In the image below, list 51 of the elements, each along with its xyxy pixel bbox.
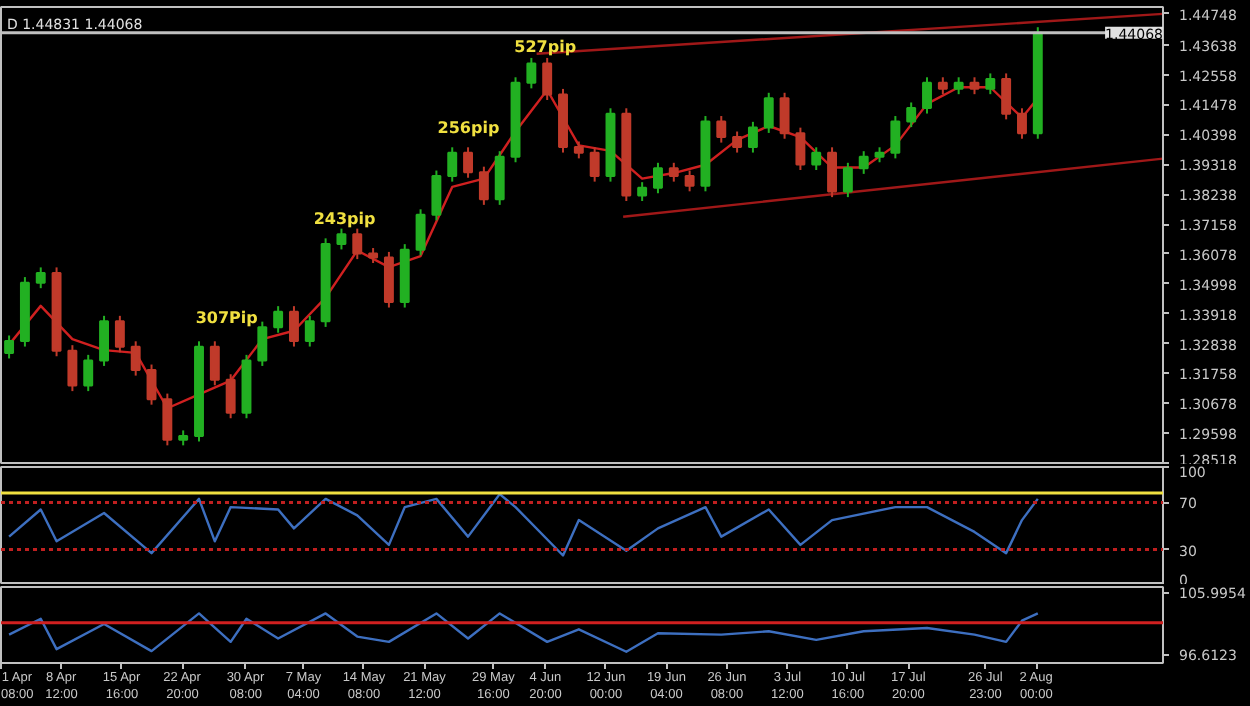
candlestick [431, 169, 442, 222]
candlestick [858, 150, 869, 175]
candlestick [383, 250, 394, 309]
candlestick [273, 305, 284, 334]
candlestick [668, 161, 679, 183]
candlestick [289, 305, 299, 348]
candlestick [589, 146, 600, 183]
candlestick [225, 373, 236, 420]
annotation: 243pip [313, 209, 377, 228]
candlestick [67, 344, 78, 393]
candlestick [811, 146, 822, 171]
candlestick [795, 126, 806, 171]
candlestick [1017, 107, 1027, 140]
candlestick [83, 353, 94, 393]
annotation: 256pip [437, 119, 500, 138]
candlestick [463, 146, 474, 179]
candlestick [985, 72, 996, 96]
candlestick [130, 340, 141, 377]
candlestick [4, 334, 15, 360]
candlestick [336, 227, 347, 251]
candlestick [890, 115, 901, 160]
candlestick [1001, 72, 1012, 121]
candlestick [779, 91, 790, 140]
candlestick [478, 165, 489, 206]
annotation: 307Pip [195, 309, 259, 328]
candlestick [99, 314, 109, 367]
candlestick [35, 266, 46, 290]
candlestick [732, 130, 743, 154]
candlestick [827, 146, 838, 199]
candlestick [906, 101, 917, 129]
candlestick [716, 115, 727, 144]
candlestick [257, 320, 268, 367]
candlestick [747, 120, 758, 154]
candlestick [114, 314, 125, 354]
candlestick [304, 314, 315, 348]
candlestick [922, 76, 932, 115]
candlestick [684, 169, 695, 193]
candlestick [415, 208, 426, 257]
candlestick [447, 146, 458, 183]
annotation: 527pip [514, 37, 577, 56]
candlestick [146, 363, 157, 406]
candlestick [352, 227, 363, 261]
candlestick [494, 150, 505, 206]
candlestick [842, 161, 853, 199]
candlestick [542, 56, 553, 101]
candlestick [763, 91, 774, 134]
candlestick [209, 340, 220, 387]
candlestick [162, 392, 173, 447]
candlestick [526, 56, 537, 90]
candlestick [653, 161, 663, 195]
candlestick [637, 181, 648, 202]
